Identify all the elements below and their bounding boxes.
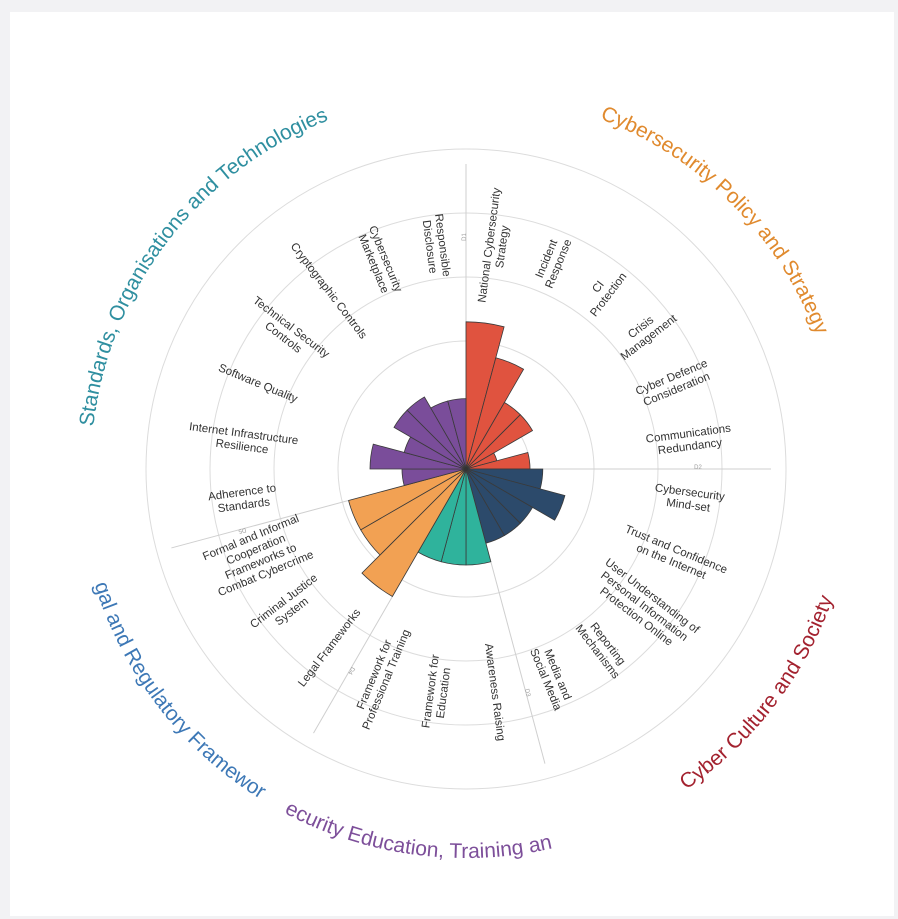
dimension-title-D2: Cyber Culture and Society: [675, 592, 837, 794]
category-label: CrisisManagement: [611, 302, 680, 363]
bar-D2-2: [465, 468, 566, 521]
boundary-tick-D5: D5: [237, 526, 247, 534]
category-label: Legal Frameworks: [296, 607, 363, 690]
category-label: ResponsibleDisclosure: [419, 213, 452, 279]
bar-D5-7: [447, 398, 467, 470]
bar-D1-4: [465, 414, 534, 470]
category-label: Technical SecurityControls: [243, 295, 332, 371]
bar-D4-1: [361, 468, 467, 598]
bar-D5-5: [406, 396, 467, 470]
bar-D1-2: [465, 357, 525, 470]
center-point: [464, 467, 468, 471]
category-label: Cyber DefenceConsideration: [634, 358, 714, 410]
category-label: Framework forProfessional Training: [349, 623, 413, 732]
boundary-tick-D1: D1: [462, 233, 468, 241]
chart-card: D1 D2 D3 D4 D5 National CybersecurityStrategy…: [10, 12, 894, 916]
category-label: CybersecurityMind-set: [652, 482, 725, 516]
category-label: Internet InfrastructureResilience: [187, 421, 299, 460]
category-label: CommunicationsRedundancy: [645, 423, 733, 459]
category-label: National CybersecurityStrategy: [476, 187, 516, 305]
dimension-title-D4: Legal and Regulatory Frameworks: [10, 12, 270, 803]
boundary-tick-D3: D3: [523, 688, 531, 698]
category-label: Software Quality: [216, 362, 299, 405]
dimension-title-D5: Standards, Organisations and Technologie…: [75, 103, 330, 427]
cmm-radial-chart: D1 D2 D3 D4 D5 National CybersecurityStrategy…: [10, 12, 838, 863]
boundary-tick-D2: D2: [694, 465, 702, 471]
category-label: Media andSocial Media: [527, 642, 576, 713]
grid-ring-5: [145, 148, 787, 790]
dimension-title-D1: Cybersecurity Policy and Strategy: [598, 102, 833, 338]
category-label: Adherence toStandards: [208, 483, 279, 517]
category-label: CybersecurityMarketplace: [354, 224, 404, 299]
boundary-tick-D4: D4: [346, 666, 355, 676]
bars: [348, 321, 566, 598]
bar-D4-3: [348, 468, 467, 531]
category-label: IncidentResponse: [532, 233, 575, 290]
category-label: CIProtection: [578, 263, 629, 319]
category-label: Framework forEducation: [420, 654, 454, 731]
